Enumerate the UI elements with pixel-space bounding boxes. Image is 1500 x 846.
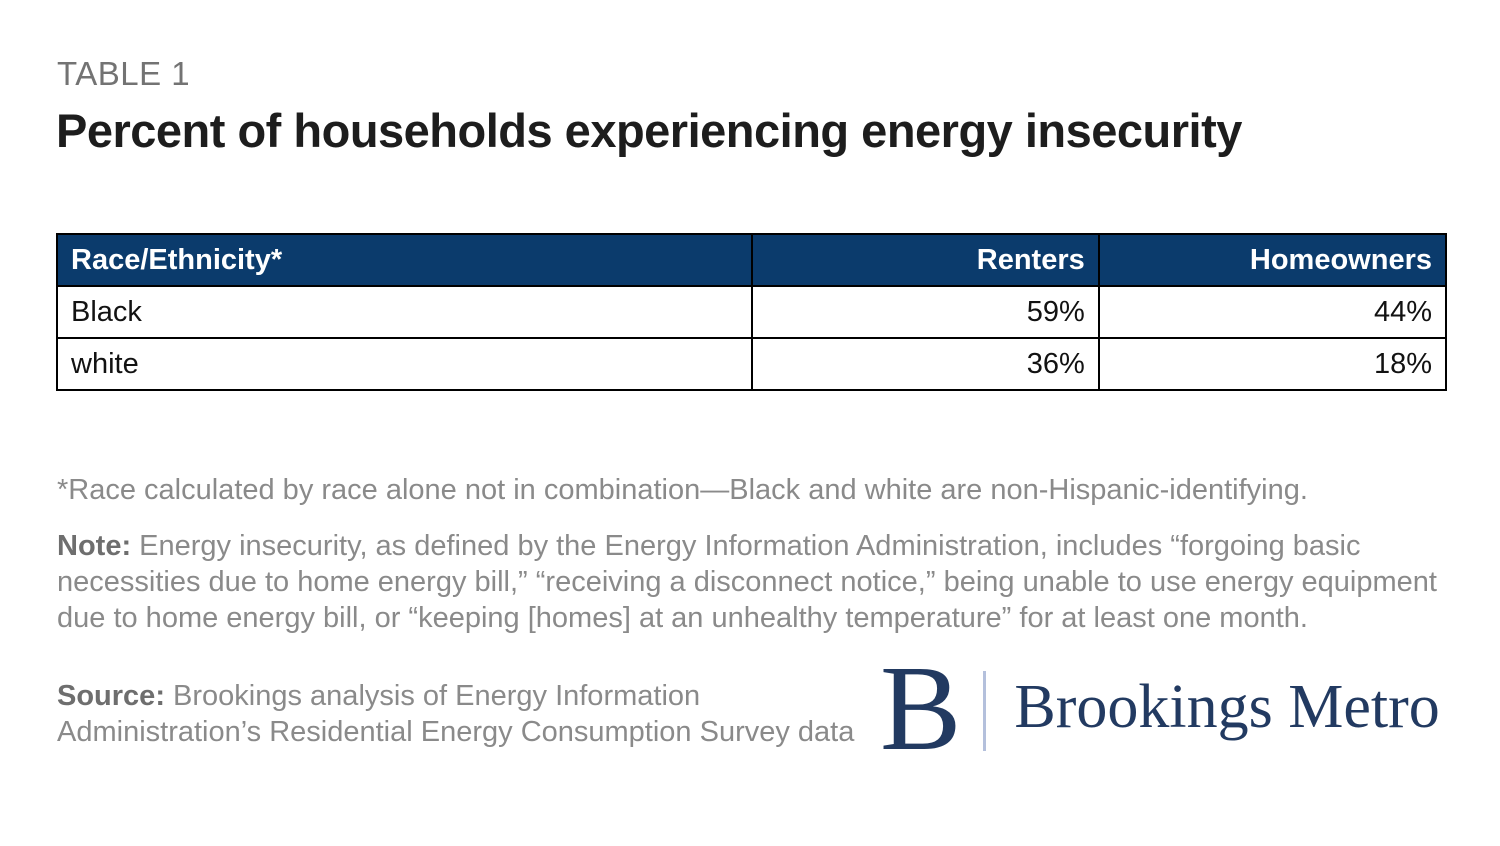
renters-value: 59% bbox=[750, 285, 1100, 339]
note-paragraph: Note: Energy insecurity, as defined by t… bbox=[57, 528, 1449, 636]
row-label: white bbox=[56, 337, 753, 391]
brookings-metro-logo: B Brookings Metro bbox=[880, 641, 1440, 777]
page-title: Percent of households experiencing energ… bbox=[56, 104, 1242, 157]
source-label: Source: bbox=[57, 680, 165, 712]
source-paragraph: Source: Brookings analysis of Energy Inf… bbox=[57, 678, 857, 750]
table-row-white: white 36% 18% bbox=[56, 337, 1448, 391]
col-header-renters: Renters bbox=[750, 233, 1100, 287]
source-text: Brookings analysis of Energy Information… bbox=[57, 680, 855, 748]
col-header-race-ethnicity: Race/Ethnicity* bbox=[56, 233, 753, 287]
energy-insecurity-table: Race/Ethnicity* Renters Homeowners Black… bbox=[56, 233, 1448, 391]
renters-value: 36% bbox=[750, 337, 1100, 391]
table-header-row: Race/Ethnicity* Renters Homeowners bbox=[56, 233, 1448, 287]
table-number-eyebrow: TABLE 1 bbox=[57, 55, 191, 92]
brookings-b-logo-icon: B bbox=[880, 641, 962, 777]
homeowners-value: 44% bbox=[1097, 285, 1448, 339]
note-text: Energy insecurity, as defined by the Ene… bbox=[57, 530, 1437, 634]
brookings-metro-wordmark: Brookings Metro bbox=[1014, 672, 1440, 741]
row-label: Black bbox=[56, 285, 753, 339]
table-row-black: Black 59% 44% bbox=[56, 285, 1448, 339]
table-header: Race/Ethnicity* Renters Homeowners bbox=[56, 233, 1448, 287]
note-label: Note: bbox=[57, 530, 132, 562]
homeowners-value: 18% bbox=[1097, 337, 1448, 391]
race-footnote: *Race calculated by race alone not in co… bbox=[57, 474, 1308, 506]
logo-divider bbox=[983, 671, 987, 751]
col-header-homeowners: Homeowners bbox=[1097, 233, 1448, 287]
